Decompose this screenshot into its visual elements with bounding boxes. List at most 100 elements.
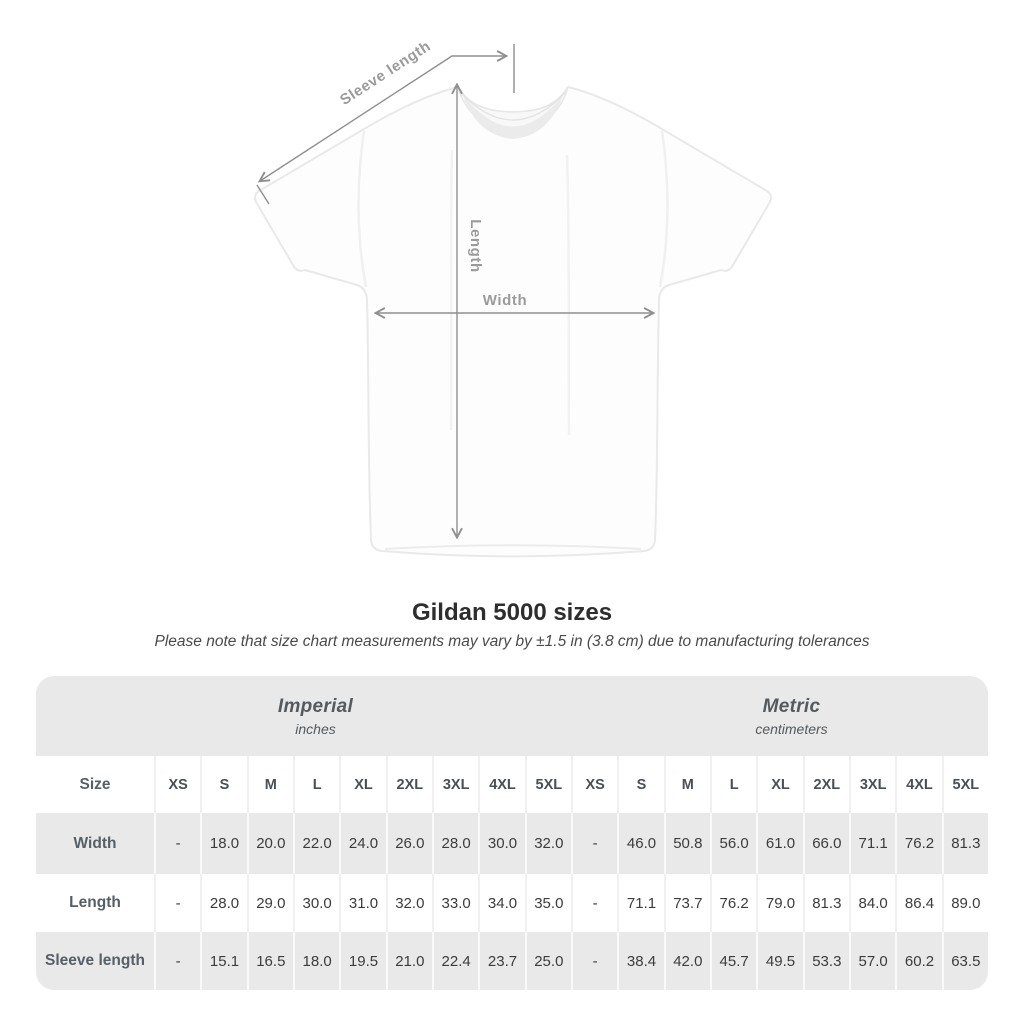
sleeve-metric-value: - bbox=[570, 932, 617, 990]
width-metric-value: - bbox=[570, 813, 617, 874]
page-title: Gildan 5000 sizes bbox=[411, 599, 613, 626]
row-label: Sleeve length bbox=[45, 952, 145, 969]
width-metric-value: 76.2 bbox=[895, 813, 941, 874]
width-metric-value: 71.1 bbox=[848, 813, 895, 874]
imperial-group-header: Imperial inches bbox=[36, 676, 571, 756]
tshirt-graphic bbox=[254, 86, 772, 558]
size-cell-imperial: 4XL bbox=[478, 756, 524, 813]
sleeve-metric-value: 63.5 bbox=[941, 932, 988, 990]
width-metric-value: 56.0 bbox=[709, 813, 756, 874]
size-cell-metric: XS bbox=[570, 756, 617, 813]
width-metric-value: 61.0 bbox=[756, 813, 802, 874]
sleeve-imperial-value: 23.7 bbox=[478, 932, 524, 990]
sleeve-metric-value: 57.0 bbox=[848, 932, 895, 990]
size-cell-imperial: M bbox=[246, 756, 293, 813]
sleeve-metric-value: 42.0 bbox=[663, 932, 710, 990]
tshirt-measurement-diagram: Sleeve length Length Width bbox=[254, 38, 772, 558]
width-metric-value: 66.0 bbox=[802, 813, 849, 874]
length-imperial-value: 32.0 bbox=[385, 874, 432, 932]
metric-label: Metric bbox=[762, 695, 821, 717]
length-metric-value: 73.7 bbox=[663, 874, 710, 932]
width-imperial-value: 20.0 bbox=[246, 813, 293, 874]
sleeve-metric-value: 38.4 bbox=[617, 932, 663, 990]
width-metric-value: 81.3 bbox=[941, 813, 988, 874]
size-cell-metric: L bbox=[709, 756, 756, 813]
sleeve-metric-value: 45.7 bbox=[709, 932, 756, 990]
imperial-unit: inches bbox=[295, 720, 336, 737]
width-metric-value: 50.8 bbox=[663, 813, 710, 874]
length-imperial-value: - bbox=[154, 874, 200, 932]
table-row-length: Length - 28.0 29.0 30.0 31.0 32.0 33.0 3… bbox=[36, 874, 988, 932]
width-imperial-value: - bbox=[154, 813, 200, 874]
size-cell-imperial: 5XL bbox=[524, 756, 571, 813]
size-cell-imperial: XL bbox=[339, 756, 385, 813]
length-metric-value: - bbox=[570, 874, 617, 932]
sleeve-metric-value: 53.3 bbox=[802, 932, 849, 990]
length-metric-value: 76.2 bbox=[709, 874, 756, 932]
tolerance-note: Please note that size chart measurements… bbox=[154, 633, 870, 650]
size-header-row: Size XS S M L XL 2XL 3XL 4XL 5XL XS S M … bbox=[36, 756, 988, 813]
width-imperial-value: 30.0 bbox=[478, 813, 524, 874]
sleeve-imperial-value: 19.5 bbox=[339, 932, 385, 990]
table-row-sleeve-length: Sleeve length - 15.1 16.5 18.0 19.5 21.0… bbox=[36, 932, 988, 990]
chart-heading: Gildan 5000 sizes Please note that size … bbox=[0, 600, 1024, 651]
unit-group-band: Imperial inches Metric centimeters bbox=[36, 676, 988, 756]
sleeve-imperial-value: 15.1 bbox=[200, 932, 246, 990]
sleeve-length-arrow bbox=[260, 56, 506, 181]
table-row-width: Width - 18.0 20.0 22.0 24.0 26.0 28.0 30… bbox=[36, 813, 988, 874]
sleeve-imperial-value: 25.0 bbox=[524, 932, 571, 990]
width-imperial-value: 26.0 bbox=[385, 813, 432, 874]
length-imperial-value: 29.0 bbox=[246, 874, 293, 932]
length-imperial-value: 31.0 bbox=[339, 874, 385, 932]
sleeve-imperial-value: 22.4 bbox=[431, 932, 478, 990]
size-cell-imperial: 2XL bbox=[385, 756, 432, 813]
width-label: Width bbox=[483, 292, 528, 309]
size-table: Imperial inches Metric centimeters Size … bbox=[36, 676, 988, 990]
width-imperial-value: 24.0 bbox=[339, 813, 385, 874]
size-cell-imperial: 3XL bbox=[431, 756, 478, 813]
length-metric-value: 71.1 bbox=[617, 874, 663, 932]
length-metric-value: 86.4 bbox=[895, 874, 941, 932]
size-cell-metric: 5XL bbox=[941, 756, 988, 813]
size-cell-metric: M bbox=[663, 756, 710, 813]
length-metric-value: 81.3 bbox=[802, 874, 849, 932]
measurement-lines bbox=[256, 44, 653, 537]
sleeve-length-label: Sleeve length bbox=[337, 38, 434, 109]
length-imperial-value: 34.0 bbox=[478, 874, 524, 932]
row-label: Width bbox=[73, 834, 117, 852]
size-cell-imperial: XS bbox=[154, 756, 200, 813]
length-imperial-value: 28.0 bbox=[200, 874, 246, 932]
sleeve-imperial-value: 21.0 bbox=[385, 932, 432, 990]
sleeve-imperial-value: 18.0 bbox=[292, 932, 339, 990]
size-cell-metric: XL bbox=[756, 756, 802, 813]
sleeve-imperial-value: 16.5 bbox=[246, 932, 293, 990]
size-column-header: Size bbox=[79, 775, 111, 793]
width-metric-value: 46.0 bbox=[617, 813, 663, 874]
width-imperial-value: 32.0 bbox=[524, 813, 571, 874]
length-metric-value: 84.0 bbox=[848, 874, 895, 932]
size-cell-imperial: S bbox=[200, 756, 246, 813]
width-imperial-value: 28.0 bbox=[431, 813, 478, 874]
size-cell-imperial: L bbox=[292, 756, 339, 813]
length-imperial-value: 35.0 bbox=[524, 874, 571, 932]
width-imperial-value: 22.0 bbox=[292, 813, 339, 874]
imperial-label: Imperial bbox=[277, 695, 354, 717]
metric-group-header: Metric centimeters bbox=[571, 676, 988, 756]
sleeve-imperial-value: - bbox=[154, 932, 200, 990]
length-metric-value: 79.0 bbox=[756, 874, 802, 932]
metric-unit: centimeters bbox=[755, 720, 828, 737]
width-imperial-value: 18.0 bbox=[200, 813, 246, 874]
size-cell-metric: S bbox=[617, 756, 663, 813]
length-metric-value: 89.0 bbox=[941, 874, 988, 932]
length-label: Length bbox=[467, 219, 484, 273]
row-label: Length bbox=[69, 894, 121, 911]
sleeve-tick-line bbox=[256, 184, 270, 205]
sleeve-metric-value: 60.2 bbox=[895, 932, 941, 990]
size-cell-metric: 2XL bbox=[802, 756, 849, 813]
size-cell-metric: 3XL bbox=[848, 756, 895, 813]
length-imperial-value: 33.0 bbox=[431, 874, 478, 932]
length-imperial-value: 30.0 bbox=[292, 874, 339, 932]
sleeve-metric-value: 49.5 bbox=[756, 932, 802, 990]
size-cell-metric: 4XL bbox=[895, 756, 941, 813]
